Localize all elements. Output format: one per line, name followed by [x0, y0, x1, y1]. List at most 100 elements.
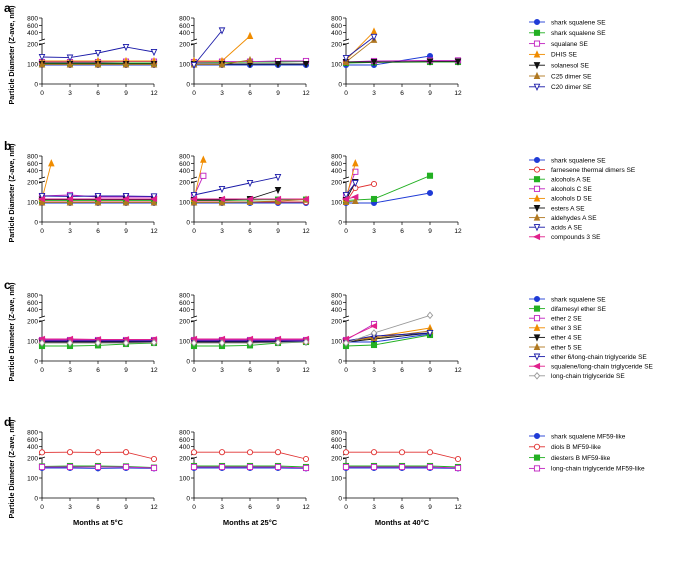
legend-item: shark squalene MF59-like [529, 432, 626, 440]
legend-label: shark squalene SE [551, 30, 606, 37]
x-tick-label: 12 [150, 367, 158, 374]
axis-break-mark [342, 176, 350, 180]
data-point [398, 463, 406, 471]
y-tick-label: 600 [27, 161, 38, 168]
series-line [345, 175, 431, 201]
x-tick-label: 3 [372, 367, 376, 374]
y-tick-label: 600 [179, 300, 190, 307]
series-3 [38, 463, 158, 472]
axis-break-mark [38, 38, 46, 42]
y-tick-label: 200 [331, 42, 342, 49]
series-6 [190, 27, 226, 70]
x-tick-label: 9 [276, 504, 280, 511]
x-tick-label: 9 [276, 90, 280, 97]
legend: shark squalene SE farnesene thermal dimer… [529, 156, 636, 241]
x-tick-label: 12 [454, 367, 462, 374]
data-point [38, 192, 46, 201]
legend-marker [533, 62, 541, 70]
data-point [200, 172, 207, 179]
y-tick-label: 400 [331, 168, 342, 175]
legend-label: shark squalene MF59-like [551, 433, 626, 440]
legend-label: acids A SE [551, 225, 583, 232]
y-tick-label: 600 [179, 161, 190, 168]
data-point [38, 198, 46, 206]
y-tick-label: 200 [27, 319, 38, 326]
data-point [150, 198, 158, 206]
legend-label: DHIS SE [551, 52, 578, 59]
x-tick-label: 3 [220, 90, 224, 97]
legend-marker [533, 323, 541, 331]
series-8 [342, 311, 434, 347]
legend-label: long-chain triglyceride SE [551, 373, 625, 380]
legend-label: diols B MF59-like [551, 444, 601, 451]
x-tick-label: 0 [344, 90, 348, 97]
data-point [218, 27, 226, 35]
data-point [122, 192, 130, 201]
series-6 [342, 196, 359, 206]
legend-item: aldehydes A SE [529, 213, 597, 222]
data-point [200, 155, 207, 163]
data-point [454, 58, 462, 66]
series-3 [342, 27, 378, 64]
x-tick-label: 12 [302, 90, 310, 97]
legend-marker [532, 233, 541, 241]
y-tick-label: 800 [179, 154, 190, 161]
data-point [217, 195, 226, 203]
y-tick-label: 100 [331, 62, 342, 69]
data-point [218, 339, 226, 347]
legend-item: ether 5 SE [529, 342, 582, 351]
legend-label: C25 dimer SE [551, 73, 592, 80]
panel-letter: d [4, 415, 11, 429]
legend-label: aldehydes A SE [551, 215, 597, 222]
data-point [426, 172, 434, 179]
x-tick-label: 0 [192, 90, 196, 97]
legend-item: ether 3 SE [529, 323, 582, 332]
x-tick-label: 9 [276, 367, 280, 374]
series-line [345, 36, 375, 59]
series-3 [190, 463, 310, 472]
data-point [342, 449, 350, 456]
y-tick-label: 200 [179, 456, 190, 463]
x-tick-label: 12 [150, 228, 158, 235]
x-tick-label: 12 [302, 504, 310, 511]
series-line [345, 31, 375, 61]
y-tick-label: 0 [338, 359, 342, 366]
y-tick-label: 600 [331, 300, 342, 307]
legend-label: squalane SE [551, 41, 589, 48]
legend-marker [533, 176, 541, 183]
x-tick-label: 6 [96, 367, 100, 374]
data-point [246, 55, 254, 64]
data-point [302, 455, 310, 463]
x-axis-label: Months at 40°C [375, 518, 430, 527]
y-tick-label: 100 [331, 200, 342, 207]
y-tick-label: 800 [331, 16, 342, 23]
x-tick-label: 3 [68, 367, 72, 374]
legend-marker [533, 83, 541, 91]
legend-marker [533, 213, 541, 221]
y-tick-label: 600 [331, 161, 342, 168]
y-tick-label: 600 [27, 23, 38, 30]
legend-label: alcohols C SE [551, 186, 592, 193]
y-tick-label: 400 [27, 444, 38, 451]
x-tick-label: 3 [68, 504, 72, 511]
data-point [426, 58, 434, 66]
series-8 [189, 195, 310, 203]
axis-break-mark [38, 176, 46, 180]
legend-item: alcohols D SE [529, 194, 592, 203]
data-point [302, 60, 310, 69]
x-tick-label: 6 [96, 90, 100, 97]
y-tick-label: 0 [186, 82, 190, 89]
y-tick-label: 0 [34, 220, 38, 227]
data-point [341, 195, 350, 203]
y-tick-label: 800 [331, 293, 342, 300]
data-point [370, 33, 378, 42]
legend-marker [533, 342, 541, 351]
data-point [342, 191, 350, 200]
legend-item: solanesol SE [529, 62, 590, 70]
series-7 [38, 192, 158, 201]
